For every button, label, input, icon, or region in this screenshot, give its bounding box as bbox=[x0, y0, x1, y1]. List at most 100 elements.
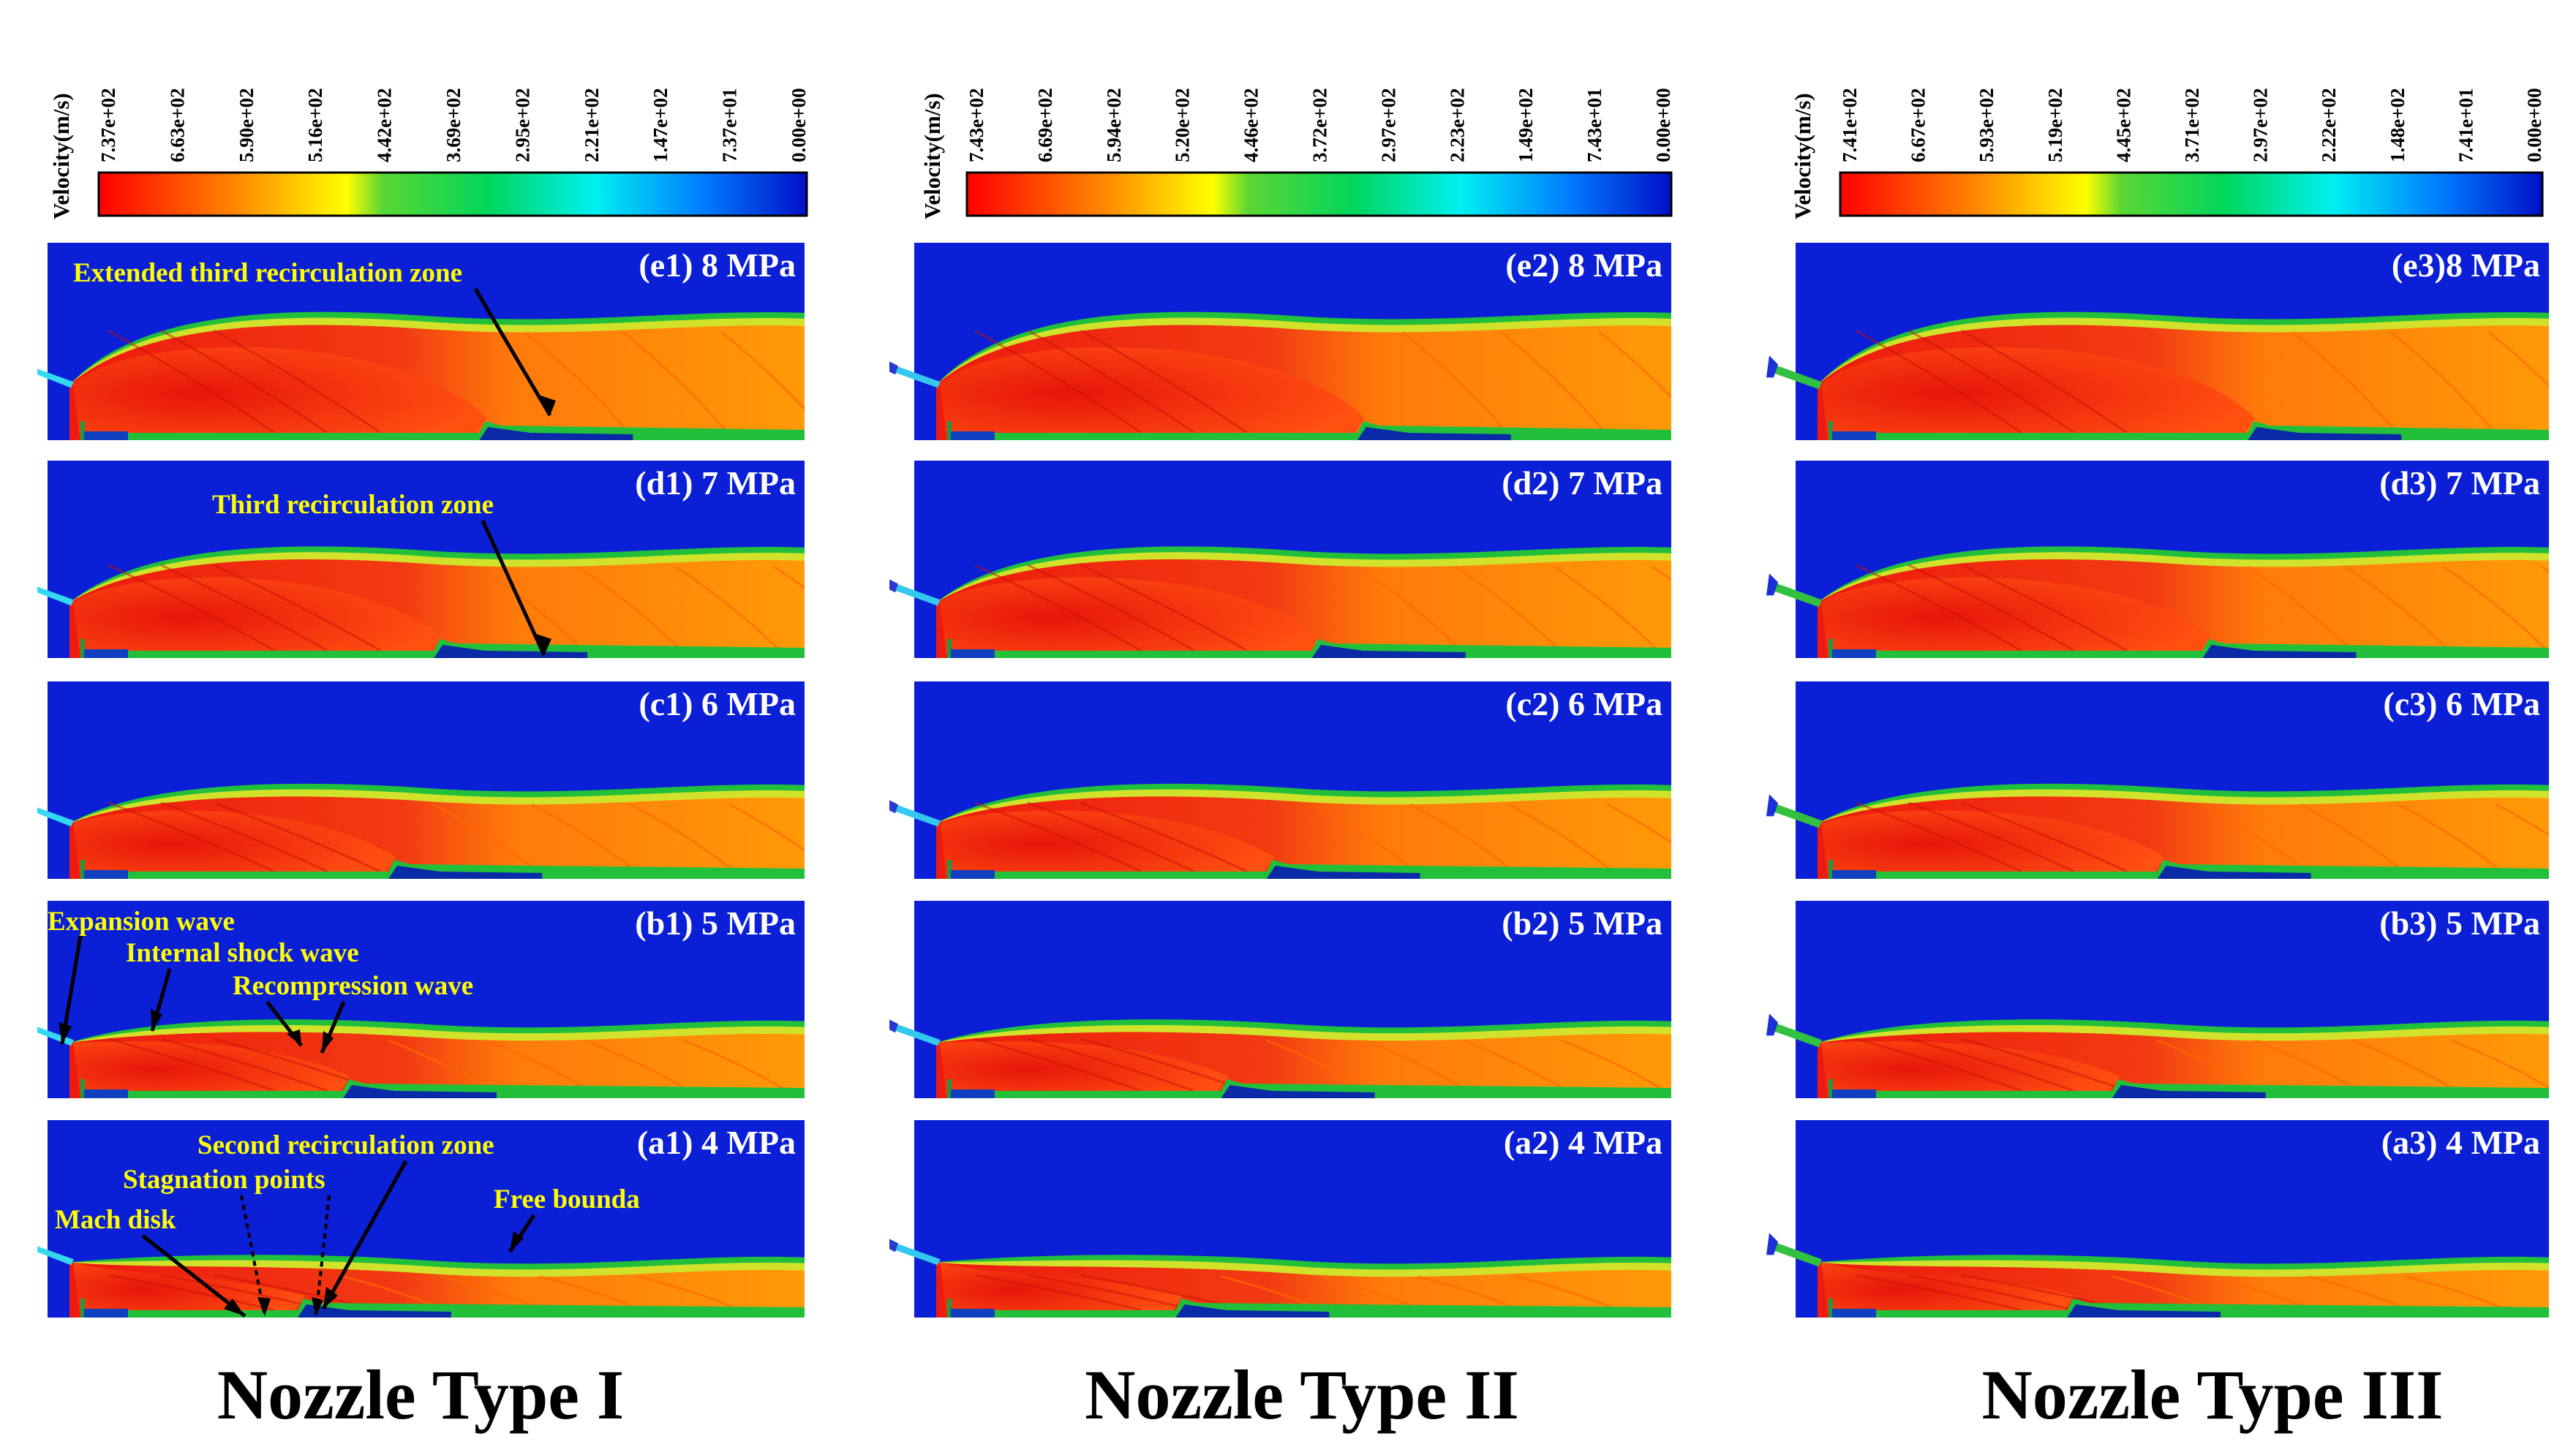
shock-line bbox=[1311, 803, 1419, 874]
nozzle-type3 bbox=[1774, 582, 1822, 608]
wall-edge bbox=[1829, 1079, 1833, 1098]
arrowhead bbox=[323, 1287, 338, 1309]
arrowhead bbox=[59, 1022, 72, 1044]
wall-edge bbox=[1829, 1299, 1833, 1318]
colorbar-tick-label: 2.97e+02 bbox=[1377, 88, 1399, 162]
arrowhead bbox=[538, 395, 556, 415]
nozzle-inlet bbox=[889, 1239, 898, 1252]
near-wall-recirculation bbox=[951, 431, 995, 440]
annotations: Extended third recirculation zone Third … bbox=[48, 258, 640, 1318]
panel-label: (e2) 8 MPa bbox=[1505, 246, 1662, 284]
shock-line bbox=[1598, 330, 1671, 399]
nozzle-inlet bbox=[889, 579, 898, 593]
arrowhead bbox=[534, 633, 551, 655]
arrowhead bbox=[312, 1297, 323, 1316]
contour-panel: (d3) 7 MPa bbox=[1766, 461, 2549, 658]
shock-line bbox=[214, 801, 382, 873]
contour-panel: (c3) 6 MPa bbox=[1766, 681, 2549, 879]
colorbar-tick-label: 7.41e+01 bbox=[2455, 88, 2477, 162]
wall-layer bbox=[947, 651, 1671, 658]
shock-line bbox=[2291, 330, 2400, 435]
recirculation-core bbox=[1357, 427, 1511, 440]
colorbar-tick-label: 7.43e+02 bbox=[965, 88, 987, 162]
shock-line bbox=[2300, 803, 2407, 874]
colorbar-tick-label: 5.93e+02 bbox=[1976, 88, 1997, 162]
shock-line bbox=[974, 801, 1142, 873]
colorbar-tick-label: 7.37e+02 bbox=[97, 88, 119, 162]
contour-panel: (a2) 4 MPa bbox=[889, 1120, 1671, 1318]
shock-line bbox=[1027, 329, 1195, 434]
panel-label: (e1) 8 MPa bbox=[639, 246, 796, 284]
wall-edge bbox=[947, 1079, 952, 1098]
arrow-third bbox=[481, 519, 546, 657]
wall-edge bbox=[947, 1299, 952, 1318]
shock-line bbox=[682, 1039, 791, 1094]
shock-line bbox=[1561, 1039, 1668, 1094]
nozzle-type2 bbox=[892, 1242, 941, 1266]
recirculation-core bbox=[479, 427, 633, 440]
colorbar-type-1: Velocity(m/s) 7.37e+02 6.63e+02 5.90e+02 5.… bbox=[48, 88, 810, 219]
shock-line bbox=[160, 1038, 328, 1092]
shock-line bbox=[630, 803, 737, 874]
nozzle-type2 bbox=[892, 364, 941, 388]
shock-line bbox=[720, 330, 805, 411]
wall-layer bbox=[80, 433, 805, 440]
panel-label: (b2) 5 MPa bbox=[1502, 904, 1662, 942]
shock-line bbox=[974, 329, 1142, 434]
colorbar-tick-label: 6.69e+02 bbox=[1034, 88, 1056, 162]
annotation-stagnation-points: Stagnation points bbox=[123, 1165, 325, 1195]
arrow-stagnation-b bbox=[315, 1195, 331, 1317]
colorbar-gradient bbox=[1839, 171, 2544, 217]
colorbar-tick-label: 1.49e+02 bbox=[1515, 88, 1537, 162]
wall-edge bbox=[80, 860, 85, 879]
shock-line bbox=[2398, 803, 2505, 874]
colorbar-tick-label: 5.16e+02 bbox=[304, 88, 326, 162]
recirculation-core bbox=[2067, 1304, 2221, 1318]
nozzle-type1 bbox=[37, 1246, 74, 1266]
recirculation-core bbox=[2248, 427, 2402, 440]
jet-core bbox=[73, 810, 396, 879]
nozzle-type1 bbox=[37, 586, 74, 606]
contour-panel: (d2) 7 MPa bbox=[889, 461, 1671, 658]
colorbar-tick-label: 2.97e+02 bbox=[2250, 88, 2272, 162]
nozzle-type2 bbox=[892, 582, 941, 606]
colorbar-tick-label: 0.00e+00 bbox=[788, 88, 810, 162]
panel-label: (d3) 7 MPa bbox=[2379, 464, 2540, 502]
shock-line bbox=[2247, 565, 2354, 654]
shock-line bbox=[1855, 1038, 2022, 1092]
colorbar-type-2: Velocity(m/s) 7.43e+02 6.69e+02 5.94e+02 5.… bbox=[919, 88, 1674, 219]
annotation-free-boundary: Free bounda bbox=[494, 1184, 640, 1214]
colorbar-tick-label: 0.00e+00 bbox=[1652, 88, 1674, 162]
recirculation-core bbox=[2112, 1085, 2266, 1098]
shock-line bbox=[974, 1274, 1142, 1312]
shock-line bbox=[108, 1274, 275, 1312]
arrow-extended-third bbox=[473, 287, 552, 417]
annotation-third-recirculation: Third recirculation zone bbox=[212, 490, 494, 520]
colorbar-label: Velocity(m/s) bbox=[48, 93, 74, 219]
wall-edge bbox=[80, 1299, 85, 1318]
colorbar-tick-label: 5.90e+02 bbox=[236, 88, 257, 162]
wall-layer bbox=[1829, 433, 2549, 440]
shock-line bbox=[974, 1038, 1142, 1092]
jet-core bbox=[1821, 810, 2165, 879]
contour-panel: (e1) 8 MPa bbox=[37, 243, 805, 440]
shock-line bbox=[728, 803, 805, 852]
colorbar-tick-label: 7.43e+01 bbox=[1583, 88, 1605, 162]
nozzle-inlet bbox=[1766, 1013, 1778, 1036]
nozzle-type1 bbox=[37, 807, 74, 827]
contour-panel: (c1) 6 MPa bbox=[37, 681, 805, 879]
near-wall-recirculation bbox=[1832, 649, 1876, 658]
shock-line bbox=[1409, 803, 1517, 874]
shock-line bbox=[2488, 330, 2549, 388]
shock-line bbox=[2389, 330, 2498, 435]
colorbar-tick-label: 4.42e+02 bbox=[374, 88, 396, 162]
recirculation-core bbox=[343, 1085, 497, 1098]
nozzle-type3 bbox=[1774, 1022, 1822, 1048]
contour-panel: (b1) 5 MPa bbox=[37, 901, 805, 1098]
shock-line bbox=[1907, 801, 2075, 873]
panel-label: (b1) 5 MPa bbox=[635, 904, 796, 942]
colorbar-tick-label: 3.72e+02 bbox=[1309, 88, 1331, 162]
wall-edge bbox=[947, 860, 952, 879]
shock-line bbox=[108, 801, 276, 873]
